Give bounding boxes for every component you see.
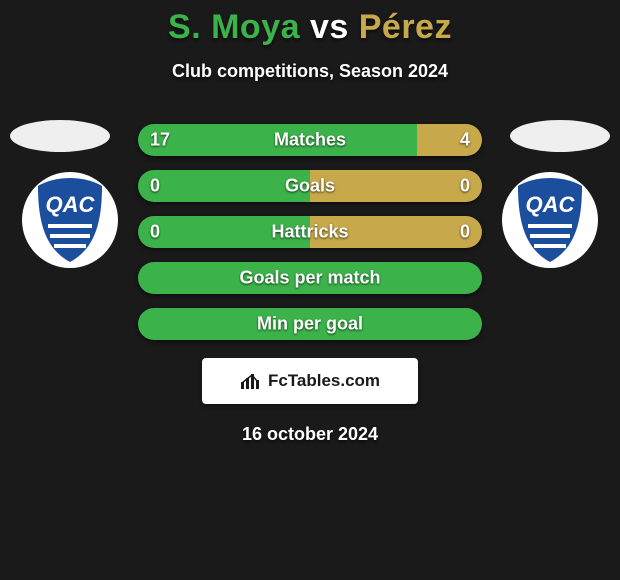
stat-row: 0 0 Goals <box>138 170 482 202</box>
stat-label: Hattricks <box>271 222 348 243</box>
stat-row: Goals per match <box>138 262 482 294</box>
stat-value-right: 4 <box>460 130 470 151</box>
stat-label: Min per goal <box>257 314 363 335</box>
team-badge-right: QAC <box>500 170 600 270</box>
player-avatar-right <box>510 120 610 152</box>
stat-fill-right <box>417 124 482 156</box>
comparison-card: S. Moya vs Pérez Club competitions, Seas… <box>0 0 620 580</box>
title-player-right: Pérez <box>359 8 452 46</box>
stats-block: 17 4 Matches 0 0 Goals 0 0 Hattricks Goals per ma… <box>138 124 482 340</box>
stat-label: Goals <box>285 176 335 197</box>
stat-value-right: 0 <box>460 176 470 197</box>
title-divider: vs <box>310 8 359 46</box>
stat-value-left: 0 <box>150 176 160 197</box>
page-title: S. Moya vs Pérez <box>0 8 620 47</box>
title-player-left: S. Moya <box>168 8 300 46</box>
stat-label: Goals per match <box>239 268 380 289</box>
svg-text:QAC: QAC <box>526 192 576 217</box>
stat-row: Min per goal <box>138 308 482 340</box>
qac-shield-icon: QAC <box>20 170 120 270</box>
team-badge-left: QAC <box>20 170 120 270</box>
player-avatar-left <box>10 120 110 152</box>
qac-shield-icon: QAC <box>500 170 600 270</box>
stat-fill-right <box>310 170 482 202</box>
subtitle: Club competitions, Season 2024 <box>0 61 620 82</box>
svg-text:QAC: QAC <box>46 192 96 217</box>
bar-chart-icon <box>240 372 262 390</box>
brand-text: FcTables.com <box>268 371 380 391</box>
stat-row: 0 0 Hattricks <box>138 216 482 248</box>
stat-value-right: 0 <box>460 222 470 243</box>
brand-box[interactable]: FcTables.com <box>202 358 418 404</box>
stat-value-left: 17 <box>150 130 170 151</box>
stat-label: Matches <box>274 130 346 151</box>
date-line: 16 october 2024 <box>0 424 620 445</box>
stat-row: 17 4 Matches <box>138 124 482 156</box>
stat-value-left: 0 <box>150 222 160 243</box>
